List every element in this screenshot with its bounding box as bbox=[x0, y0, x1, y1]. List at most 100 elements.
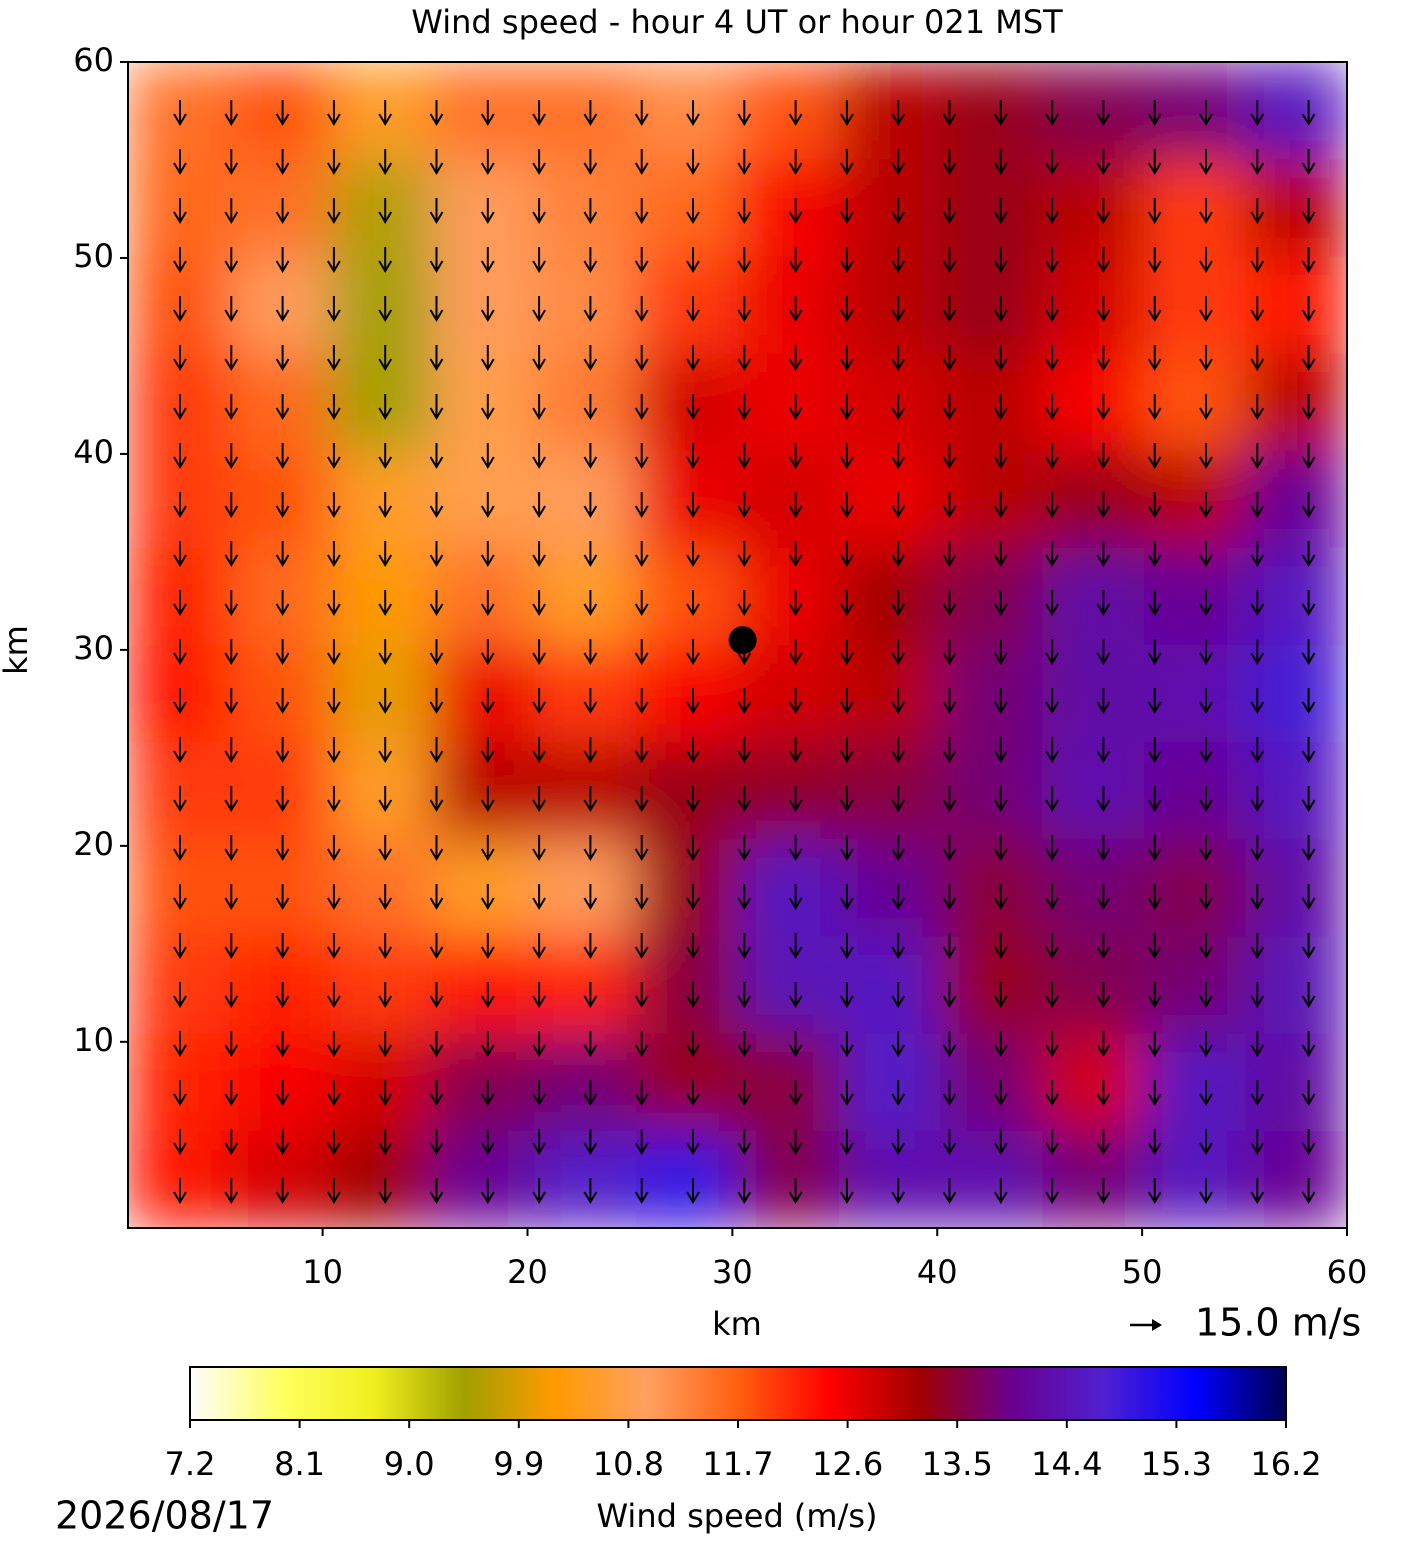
wind-arrow-head bbox=[1045, 799, 1059, 812]
colorbar-tick-label: 15.3 bbox=[1141, 1445, 1212, 1483]
wind-arrow-head bbox=[1096, 1191, 1111, 1204]
wind-arrow-head bbox=[429, 701, 444, 714]
wind-arrow-head bbox=[942, 701, 957, 714]
wind-arrow-head bbox=[275, 211, 290, 224]
wind-arrow-head bbox=[1199, 113, 1213, 126]
wind-arrow-head bbox=[737, 260, 752, 273]
wind-arrow-head bbox=[840, 1093, 854, 1106]
wind-arrow-head bbox=[378, 799, 393, 812]
wind-arrow-head bbox=[1096, 1142, 1111, 1155]
wind-arrow-head bbox=[942, 162, 957, 175]
wind-arrow-head bbox=[173, 1191, 187, 1204]
wind-arrow-head bbox=[1096, 848, 1111, 861]
wind-arrow-head bbox=[737, 750, 752, 763]
cell bbox=[1245, 256, 1347, 354]
cell bbox=[940, 353, 1043, 452]
cell bbox=[737, 547, 840, 646]
wind-arrow-head bbox=[429, 946, 444, 959]
wind-arrow-head bbox=[634, 897, 649, 910]
wind-arrow-head bbox=[173, 505, 187, 518]
wind-arrow-head bbox=[1096, 897, 1111, 910]
cell bbox=[432, 353, 535, 452]
cell bbox=[1143, 936, 1246, 1035]
wind-arrow-head bbox=[1045, 701, 1059, 714]
cell bbox=[331, 62, 434, 160]
wind-arrow-head bbox=[532, 162, 546, 175]
wind-arrow-head bbox=[1045, 946, 1059, 959]
wind-arrow-head bbox=[891, 162, 906, 175]
wind-arrow-head bbox=[224, 799, 239, 812]
wind-arrow-head bbox=[583, 652, 598, 665]
wind-arrow-head bbox=[993, 456, 1008, 469]
wind-arrow-head bbox=[275, 750, 290, 763]
y-tick-label: 10 bbox=[73, 1021, 114, 1059]
x-axis-label: km bbox=[712, 1305, 762, 1343]
wind-arrow-head bbox=[1045, 407, 1059, 420]
wind-arrow-head bbox=[737, 358, 752, 371]
wind-arrow-head bbox=[480, 1044, 495, 1057]
wind-arrow-head bbox=[1199, 946, 1213, 959]
wind-arrow-head bbox=[173, 1044, 187, 1057]
cell bbox=[1042, 450, 1145, 549]
wind-arrow-head bbox=[429, 603, 444, 616]
wind-arrow-head bbox=[378, 946, 393, 959]
wind-arrow-head bbox=[480, 505, 495, 518]
wind-arrow-head bbox=[737, 652, 752, 665]
wind-arrow-head bbox=[1250, 603, 1265, 616]
wind-arrow-head bbox=[378, 995, 393, 1008]
cell bbox=[940, 1033, 1043, 1132]
wind-arrow-head bbox=[429, 848, 444, 861]
cell bbox=[229, 936, 332, 1035]
wind-arrow-head bbox=[942, 1044, 957, 1057]
wind-arrow-head bbox=[480, 407, 495, 420]
wind-arrow-head bbox=[686, 211, 700, 224]
cell bbox=[1143, 62, 1246, 160]
wind-arrow-head bbox=[1096, 211, 1111, 224]
cell bbox=[331, 1130, 434, 1228]
colorbar-tick-label: 12.6 bbox=[812, 1445, 883, 1483]
wind-arrow-head bbox=[532, 113, 546, 126]
wind-arrow-head bbox=[480, 652, 495, 665]
wind-arrow-head bbox=[1301, 1142, 1316, 1155]
cell bbox=[737, 256, 840, 354]
wind-arrow-head bbox=[327, 554, 341, 567]
wind-arrow-head bbox=[173, 1093, 187, 1106]
overlay bbox=[173, 100, 1316, 1204]
y-tick-label: 20 bbox=[73, 825, 114, 863]
cell bbox=[432, 256, 535, 354]
wind-arrow-head bbox=[1301, 995, 1316, 1008]
wind-arrow-head bbox=[840, 260, 854, 273]
cell bbox=[1245, 1130, 1347, 1228]
wind-arrow-head bbox=[1301, 505, 1316, 518]
wind-arrow-head bbox=[327, 113, 341, 126]
wind-arrow-head bbox=[942, 260, 957, 273]
wind-arrow-head bbox=[737, 1044, 752, 1057]
wind-arrow-head bbox=[480, 260, 495, 273]
cell bbox=[1143, 159, 1246, 257]
wind-arrow-head bbox=[275, 113, 290, 126]
wind-arrow-head bbox=[634, 750, 649, 763]
cell bbox=[839, 839, 942, 937]
wind-arrow-head bbox=[1199, 750, 1213, 763]
wind-arrow-head bbox=[891, 701, 906, 714]
cell bbox=[635, 353, 738, 452]
wind-arrow-head bbox=[788, 995, 803, 1008]
wind-arrow-head bbox=[788, 505, 803, 518]
wind-arrow-head bbox=[327, 162, 341, 175]
wind-arrow-head bbox=[173, 211, 187, 224]
wind-arrow-head bbox=[275, 799, 290, 812]
wind-arrow-head bbox=[1096, 1093, 1111, 1106]
wind-arrow-head bbox=[327, 1142, 341, 1155]
wind-arrow-head bbox=[634, 358, 649, 371]
wind-arrow-head bbox=[224, 701, 239, 714]
x-tick-label: 30 bbox=[712, 1253, 753, 1291]
wind-arrow-head bbox=[173, 1142, 187, 1155]
colorbar-tick-label: 13.5 bbox=[922, 1445, 993, 1483]
wind-arrow-head bbox=[1250, 1142, 1265, 1155]
wind-arrow-head bbox=[532, 1142, 546, 1155]
wind-arrow-head bbox=[1045, 505, 1059, 518]
wind-arrow-head bbox=[942, 946, 957, 959]
wind-arrow-head bbox=[1096, 995, 1111, 1008]
wind-arrow-head bbox=[378, 407, 393, 420]
wind-arrow-head bbox=[327, 211, 341, 224]
